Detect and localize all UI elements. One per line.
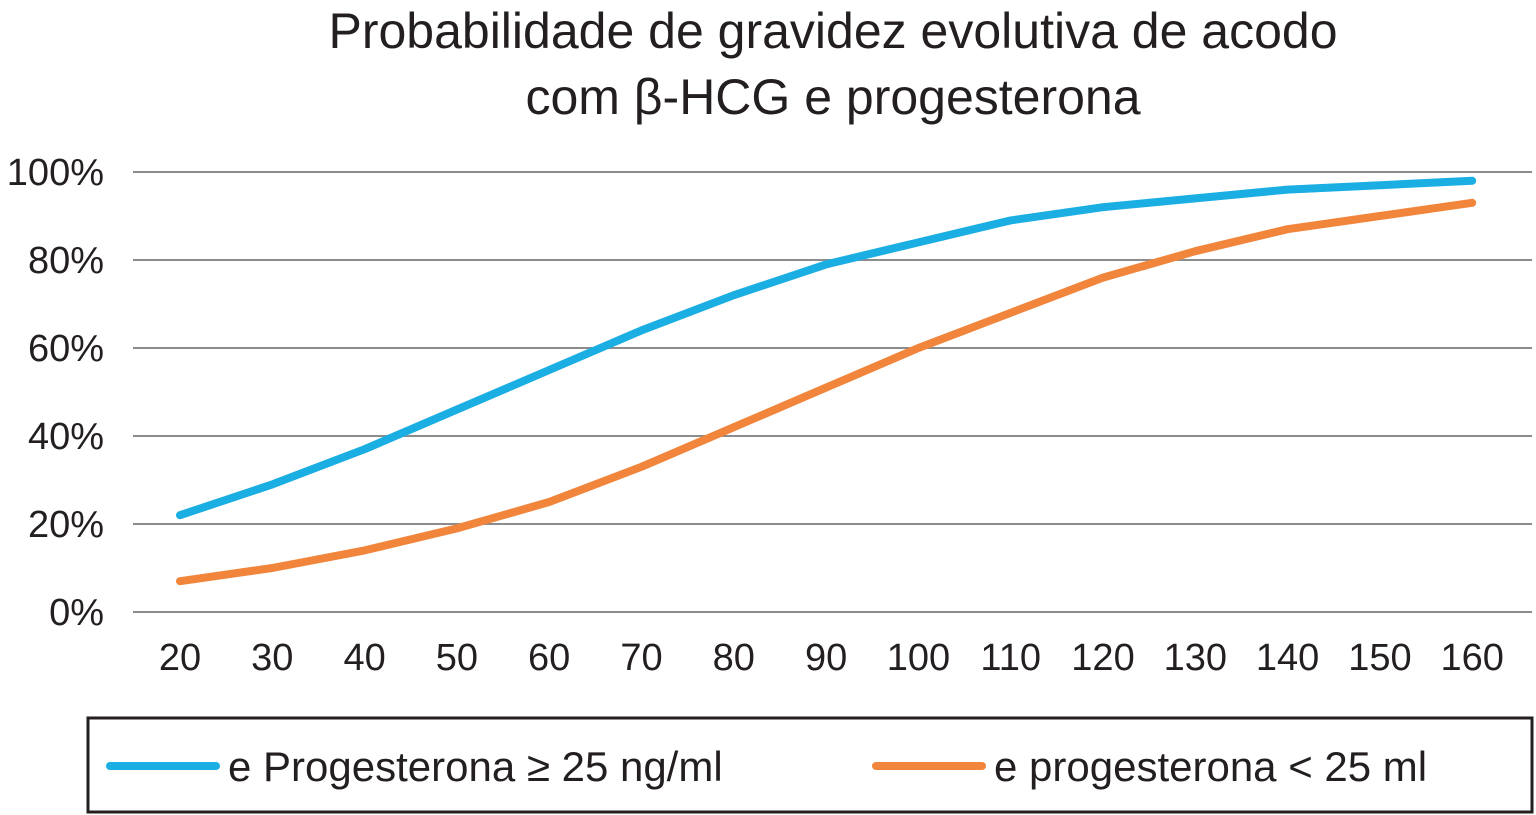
x-tick-label: 110 [980,637,1041,679]
x-tick-label: 120 [1071,637,1134,679]
y-tick-label: 80% [28,240,104,282]
x-tick-label: 90 [805,637,847,679]
x-tick-label: 50 [436,637,478,679]
y-tick-label: 0% [49,592,104,634]
gridlines [133,171,1532,613]
series-line-0 [176,176,1477,520]
legend: e Progesterona ≥ 25 ng/ml e progesterona… [86,716,1534,814]
x-tick-label: 140 [1256,637,1319,679]
y-tick-label: 20% [28,504,104,546]
y-tick-label: 60% [28,328,104,370]
x-axis-tick-labels: 20 30 40 50 60 70 80 90 100 110 120 130 140 150 160 [159,637,1504,679]
chart-title: Probabilidade de gravidez evolutiva de a… [328,3,1337,125]
legend-label-progesterona-high: e Progesterona ≥ 25 ng/ml [228,743,723,790]
x-tick-label: 160 [1440,637,1503,679]
x-tick-label: 100 [887,637,950,679]
legend-box [86,716,1534,814]
series-line-1 [176,198,1477,586]
x-tick-label: 70 [620,637,662,679]
y-axis-tick-labels: 0% 20% 40% 60% 80% 100% [7,152,104,634]
y-tick-label: 40% [28,416,104,458]
x-tick-label: 20 [159,637,201,679]
x-tick-label: 30 [251,637,293,679]
y-tick-label: 100% [7,152,104,194]
x-tick-label: 40 [343,637,385,679]
chart-title-line-2: com β-HCG e progesterona [525,69,1140,125]
x-tick-label: 60 [528,637,570,679]
chart-title-line-1: Probabilidade de gravidez evolutiva de a… [328,3,1337,59]
x-tick-label: 80 [713,637,755,679]
series-lines [176,176,1477,586]
x-tick-label: 150 [1348,637,1411,679]
legend-label-progesterona-low: e progesterona < 25 ml [994,743,1427,790]
x-tick-label: 130 [1164,637,1227,679]
